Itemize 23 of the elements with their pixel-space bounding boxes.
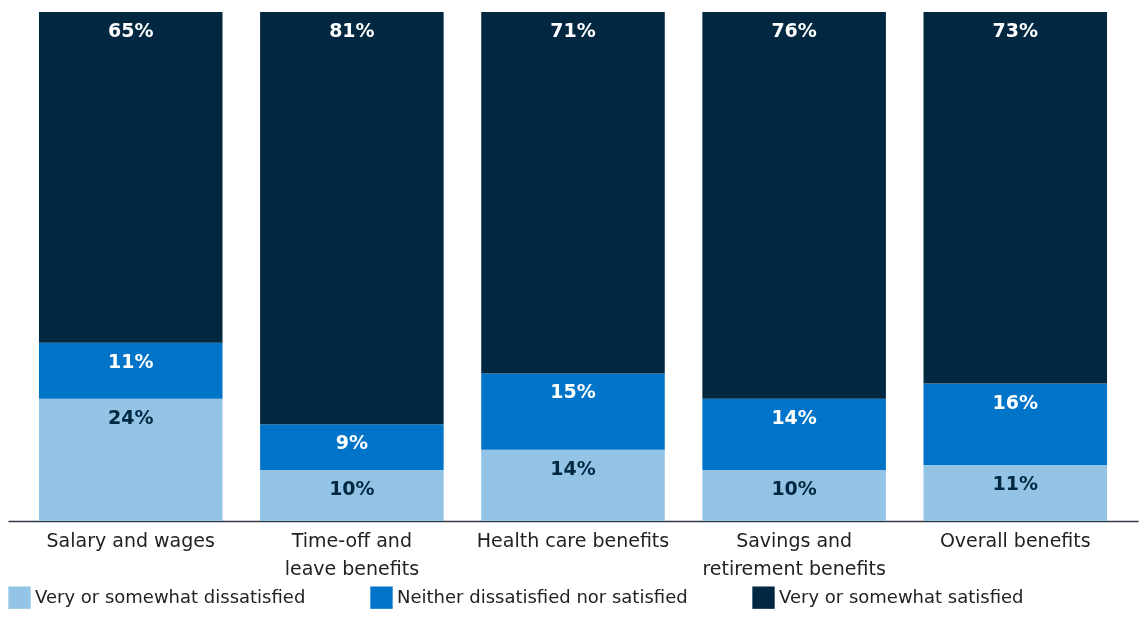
legend-label: Very or somewhat satisfied (779, 585, 1024, 607)
data-label: 9% (335, 431, 368, 454)
x-tick-label: Overall benefits (939, 528, 1091, 551)
legend-label: Very or somewhat dissatisfied (35, 585, 306, 607)
data-label: 14% (550, 456, 596, 479)
legend-label: Neither dissatisfied nor satisfied (397, 585, 688, 607)
data-label: 71% (550, 19, 596, 41)
data-label: 24% (107, 405, 154, 428)
x-tick-label: Savings and retirement benefits (702, 528, 886, 579)
data-label: 16% (992, 390, 1039, 413)
data-label: 15% (550, 380, 596, 403)
x-tick-label: Time-off and leave benefits (284, 528, 420, 579)
data-label: 65% (107, 19, 154, 41)
data-label: 81% (329, 19, 375, 41)
data-label: 76% (771, 19, 817, 41)
data-label: 10% (771, 477, 817, 500)
x-tick-label: Health care benefits (476, 528, 670, 551)
data-label: 11% (107, 349, 154, 372)
data-label: 11% (992, 472, 1039, 495)
data-label: 73% (992, 19, 1039, 41)
data-label: 10% (329, 477, 375, 500)
x-tick-label: Salary and wages (46, 528, 215, 551)
data-label: 14% (771, 405, 817, 428)
